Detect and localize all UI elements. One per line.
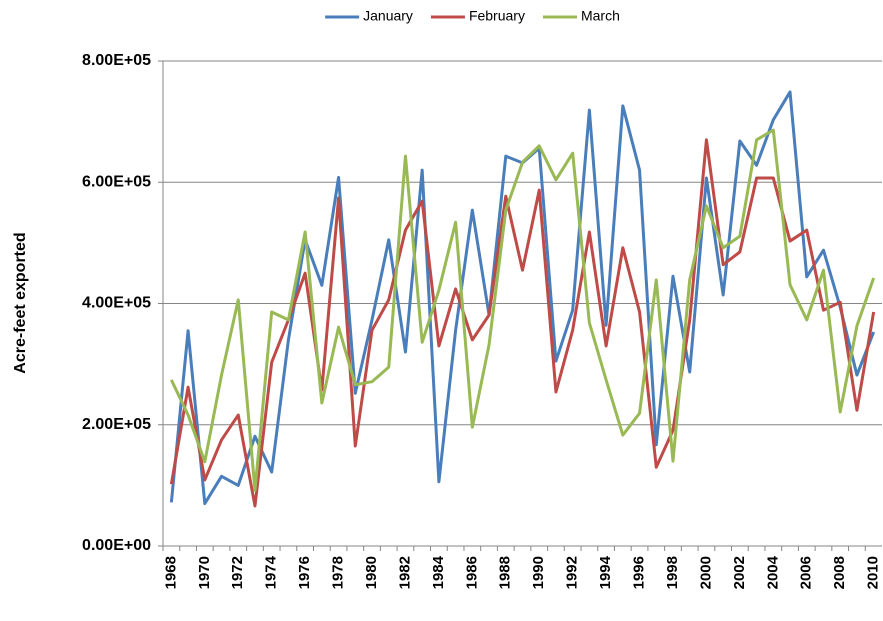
series-line (169, 138, 876, 508)
x-tick-label: 1974 (263, 555, 280, 589)
x-tick-label: 2000 (697, 556, 714, 589)
legend: January February March (325, 8, 620, 24)
x-tick-label: 1990 (530, 556, 547, 589)
x-tick-label: 1970 (196, 556, 213, 589)
series-line (170, 128, 876, 492)
x-tick-label: 1980 (363, 556, 380, 589)
x-tick-label: 2004 (764, 555, 781, 589)
legend-label: January (363, 8, 413, 24)
x-tick-label: 1972 (229, 556, 246, 589)
y-tick-label: 6.00E+05 (82, 173, 151, 190)
x-tick-label: 1968 (162, 556, 179, 589)
x-tick-label: 1992 (564, 556, 581, 589)
x-tick-label: 1984 (430, 555, 447, 589)
x-tick-label: 1998 (664, 556, 681, 589)
x-tick-label: 1996 (631, 556, 648, 589)
series-line (169, 90, 876, 506)
x-tick-label: 2008 (831, 556, 848, 589)
legend-label: March (581, 8, 620, 24)
x-tick-label: 1978 (330, 556, 347, 589)
x-tick-label: 2010 (865, 556, 882, 589)
x-tick-label: 2002 (731, 556, 748, 589)
x-tick-label: 1976 (296, 556, 313, 589)
x-tick-label: 1982 (396, 556, 413, 589)
y-tick-label: 0.00E+00 (82, 537, 151, 554)
x-tick-label: 2006 (798, 556, 815, 589)
x-tick-label: 1986 (463, 556, 480, 589)
x-tick-label: 1988 (497, 556, 514, 589)
y-tick-label: 4.00E+05 (82, 295, 151, 312)
y-tick-label: 2.00E+05 (82, 416, 151, 433)
x-tick-label: 1994 (597, 555, 614, 589)
y-tick-label: 8.00E+05 (82, 52, 151, 69)
y-axis-title: Acre-feet exported (12, 232, 29, 373)
legend-label: February (469, 8, 525, 24)
